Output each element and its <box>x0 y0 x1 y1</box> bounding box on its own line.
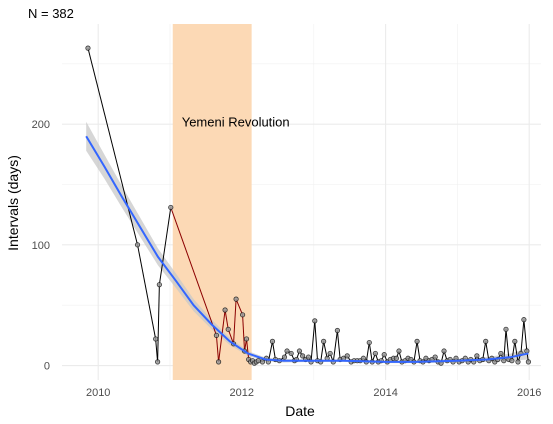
x-tick-label: 2014 <box>373 387 397 399</box>
y-tick-label: 100 <box>32 240 50 252</box>
data-point <box>512 338 518 344</box>
x-axis-ticks: 2010 2012 2014 2016 <box>86 387 541 399</box>
data-point <box>155 359 161 365</box>
data-line-segment <box>233 299 237 344</box>
data-point <box>156 282 162 288</box>
data-point <box>344 353 350 359</box>
data-line-segment <box>170 207 217 336</box>
data-line-segment <box>505 329 510 360</box>
data-line-segment <box>323 341 328 359</box>
data-line-segment <box>336 330 341 360</box>
data-point <box>524 348 530 354</box>
data-line-segment <box>157 284 160 362</box>
confidence-band <box>86 121 529 364</box>
data-point <box>296 348 303 354</box>
data-point <box>299 353 306 359</box>
data-point <box>312 318 318 324</box>
data-line-segment <box>215 335 220 362</box>
data-point <box>381 352 387 358</box>
data-line-segment <box>314 320 319 361</box>
smooth-trend-line <box>85 135 529 363</box>
y-axis-ticks: 0 100 200 <box>32 119 50 372</box>
data-point <box>259 359 266 365</box>
data-point <box>334 327 341 334</box>
data-line-segment <box>482 341 487 360</box>
data-line-segment <box>271 341 276 360</box>
chart-title: N = 382 <box>28 6 74 21</box>
data-line-segment <box>503 329 507 361</box>
data-line-segment <box>523 319 528 352</box>
data-line-segment <box>332 330 338 362</box>
x-tick-label: 2016 <box>517 387 541 399</box>
data-point <box>233 296 239 302</box>
data-point <box>134 242 141 248</box>
y-tick-label: 200 <box>32 119 50 131</box>
smooth-confidence-band <box>86 121 529 364</box>
x-tick-label: 2010 <box>86 387 110 399</box>
x-axis-title: Date <box>285 403 315 419</box>
data-line-segment <box>158 207 172 285</box>
y-axis-title: Intervals (days) <box>5 155 21 251</box>
data-line-segment <box>224 309 229 330</box>
data-point <box>498 350 504 357</box>
data-point <box>396 348 402 354</box>
data-point <box>215 359 222 365</box>
data-point <box>168 204 174 211</box>
data-point <box>243 336 250 342</box>
annotation-label: Yemeni Revolution <box>182 115 290 130</box>
data-point <box>269 338 276 344</box>
y-tick-label: 0 <box>44 361 50 373</box>
data-point <box>483 338 489 344</box>
data-line-segment <box>242 314 246 352</box>
data-point <box>222 307 228 313</box>
data-line-segment <box>246 338 250 360</box>
data-point <box>393 355 400 361</box>
data-point <box>414 338 420 344</box>
data-line-segment <box>416 341 421 361</box>
data-point <box>153 336 159 342</box>
data-point <box>288 350 294 357</box>
data-line-segment <box>368 342 373 362</box>
data-point <box>281 354 288 360</box>
data-line-segment <box>520 319 525 354</box>
data-point <box>255 358 261 364</box>
data-point <box>305 354 312 360</box>
data-point <box>509 358 515 364</box>
x-tick-label: 2012 <box>230 387 254 399</box>
data-line-segment <box>413 341 418 362</box>
data-point <box>284 348 290 354</box>
data-point <box>366 339 372 346</box>
data-point <box>441 348 447 354</box>
data-line-segment <box>320 341 325 362</box>
data-point <box>521 317 527 323</box>
data-point <box>474 353 480 359</box>
data-point <box>432 354 438 360</box>
data-line-segment <box>235 298 244 316</box>
data-line-segment <box>267 341 273 362</box>
data-point <box>525 359 532 365</box>
data-line-segment <box>365 342 370 362</box>
data-line-segment <box>218 309 226 362</box>
data-line-segment <box>87 48 139 245</box>
data-line-segment <box>310 320 316 362</box>
data-point <box>372 350 378 357</box>
data-point <box>239 312 246 318</box>
data-point <box>503 326 509 332</box>
data-point <box>321 338 327 344</box>
data-line-segment <box>514 341 519 362</box>
data-point <box>213 332 220 338</box>
data-point <box>515 359 521 365</box>
data-point <box>85 45 91 51</box>
data-point <box>327 350 333 357</box>
data-line-segment <box>485 341 490 361</box>
annotations: Yemeni Revolution <box>182 115 290 130</box>
smooth-line <box>85 135 529 363</box>
data-line-segment <box>137 244 157 340</box>
data-point <box>501 358 507 364</box>
minor-grid <box>62 24 541 380</box>
data-point <box>225 326 231 332</box>
